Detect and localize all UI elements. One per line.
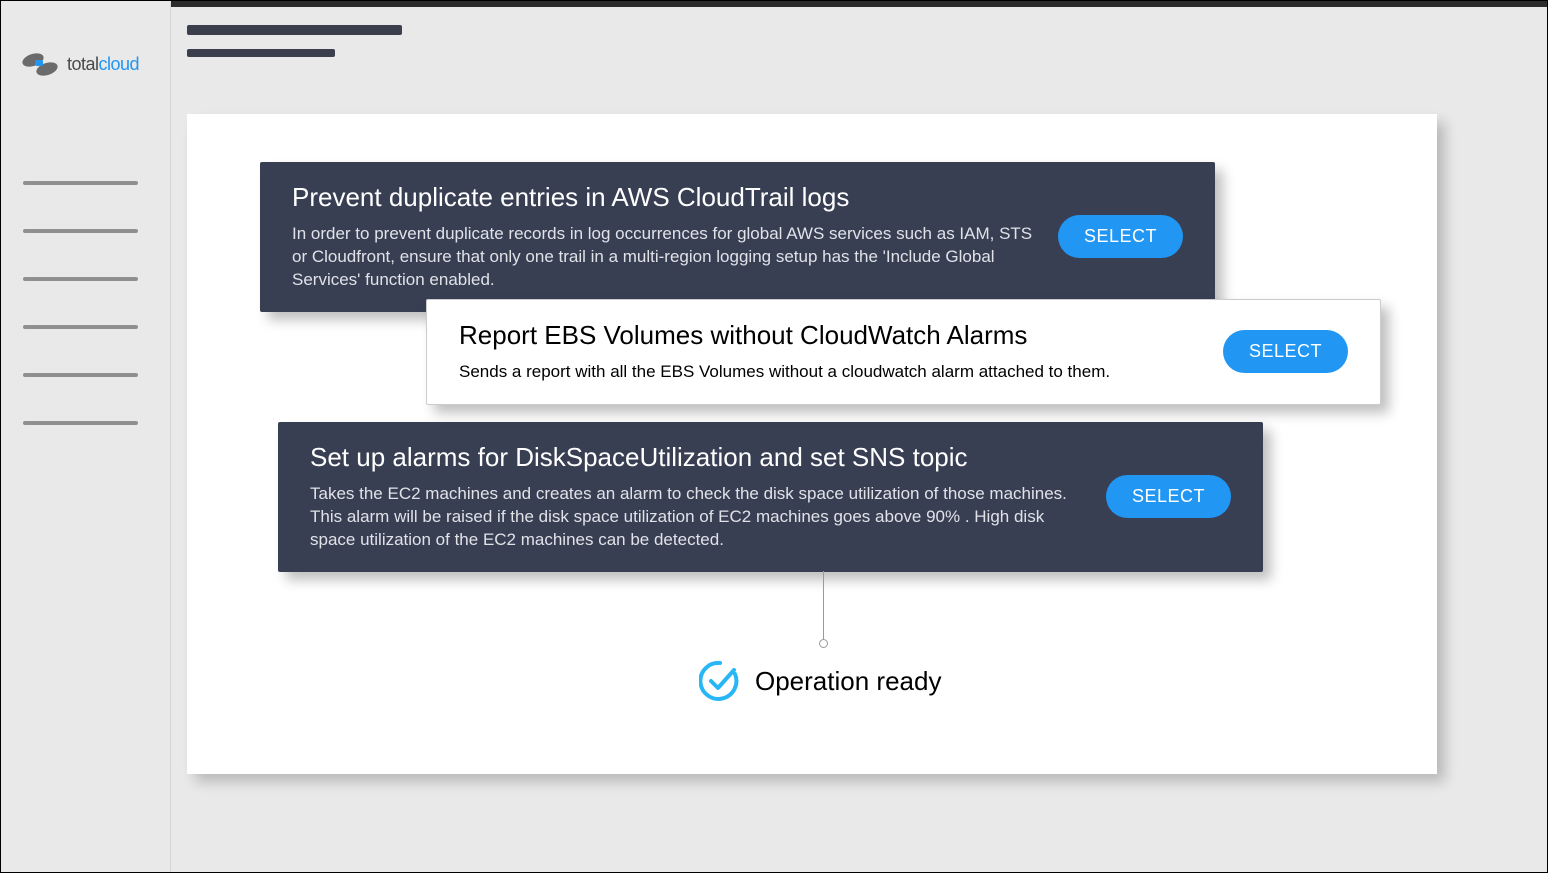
- connector-dot: [819, 639, 828, 648]
- card-desc: Takes the EC2 machines and creates an al…: [310, 483, 1086, 552]
- card-diskspace-alarms: Set up alarms for DiskSpaceUtilization a…: [278, 422, 1263, 572]
- logo-text: totalcloud: [67, 54, 139, 75]
- card-title: Report EBS Volumes without CloudWatch Al…: [459, 320, 1203, 351]
- page-title-placeholder: [187, 25, 402, 35]
- select-button[interactable]: SELECT: [1106, 475, 1231, 518]
- sidebar-nav: [23, 181, 138, 469]
- sidebar-item[interactable]: [23, 229, 138, 233]
- logo-icon: [21, 49, 61, 79]
- card-title: Prevent duplicate entries in AWS CloudTr…: [292, 182, 1038, 213]
- sidebar-item[interactable]: [23, 277, 138, 281]
- sidebar-item[interactable]: [23, 325, 138, 329]
- logo: totalcloud: [21, 49, 139, 79]
- card-report-ebs-volumes: Report EBS Volumes without CloudWatch Al…: [426, 299, 1381, 405]
- check-circle-icon: [699, 660, 741, 702]
- card-title: Set up alarms for DiskSpaceUtilization a…: [310, 442, 1086, 473]
- connector-line: [823, 571, 824, 641]
- main-canvas: Prevent duplicate entries in AWS CloudTr…: [187, 114, 1437, 774]
- card-prevent-duplicate-cloudtrail: Prevent duplicate entries in AWS CloudTr…: [260, 162, 1215, 312]
- sidebar-item[interactable]: [23, 373, 138, 377]
- page-title-area: [187, 25, 402, 57]
- top-border: [171, 1, 1547, 7]
- status-row: Operation ready: [699, 660, 941, 702]
- sidebar-item[interactable]: [23, 421, 138, 425]
- sidebar: totalcloud: [1, 1, 171, 872]
- card-desc: In order to prevent duplicate records in…: [292, 223, 1038, 292]
- select-button[interactable]: SELECT: [1223, 330, 1348, 373]
- select-button[interactable]: SELECT: [1058, 215, 1183, 258]
- status-label: Operation ready: [755, 666, 941, 697]
- page-subtitle-placeholder: [187, 49, 335, 57]
- sidebar-item[interactable]: [23, 181, 138, 185]
- card-desc: Sends a report with all the EBS Volumes …: [459, 361, 1203, 384]
